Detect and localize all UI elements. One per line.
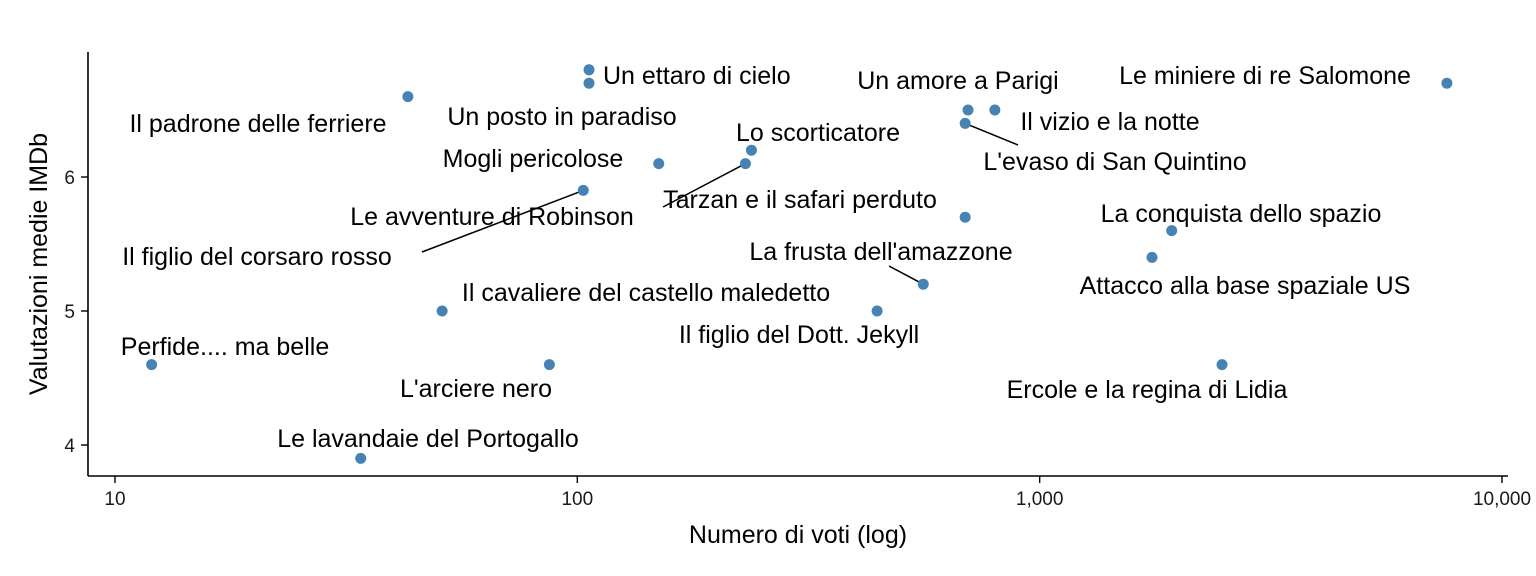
data-point (577, 184, 589, 196)
leader-line (662, 162, 746, 208)
data-point (146, 359, 158, 371)
point-label: Tarzan e il safari perduto (663, 186, 937, 214)
data-point (436, 305, 448, 317)
data-point (989, 104, 1001, 116)
leader-lines (421, 122, 1019, 285)
point-label: Il figlio del corsaro rosso (122, 243, 392, 271)
point-label: Un posto in paradiso (447, 103, 676, 131)
point-label: Il vizio e la notte (1020, 108, 1199, 136)
point-label: Lo scorticatore (736, 119, 900, 147)
data-point (543, 359, 555, 371)
data-point (745, 144, 757, 156)
y-tick-label: 6 (64, 168, 75, 189)
point-label: Le miniere di re Salomone (1119, 62, 1411, 90)
data-point (583, 64, 595, 76)
data-point (739, 158, 751, 170)
leader-line (421, 189, 584, 253)
y-ticks: 4 5 6 (64, 168, 88, 457)
leader-line (964, 122, 1019, 146)
x-tick-label: 10,000 (1473, 489, 1531, 510)
axes (87, 52, 1508, 477)
x-tick-label: 1,000 (1016, 489, 1064, 510)
point-label: Mogli pericolose (443, 145, 624, 173)
x-tick-label: 10 (104, 489, 125, 510)
x-ticks: 10 100 1,000 10,000 (104, 476, 1531, 510)
x-axis-title: Numero di voti (log) (689, 521, 907, 549)
point-label: Le lavandaie del Portogallo (277, 425, 579, 453)
data-point (653, 158, 665, 170)
point-label: Il cavaliere del castello maledetto (462, 279, 830, 307)
x-tick-label: 100 (561, 489, 593, 510)
data-point (959, 211, 971, 223)
point-labels: Un ettaro di cielo Un posto in paradiso Le… (121, 62, 1411, 453)
data-point (871, 305, 883, 317)
y-tick-label: 5 (64, 302, 75, 323)
data-point (1166, 225, 1178, 237)
point-label: Perfide.... ma belle (121, 333, 329, 361)
point-label: Ercole e la regina di Lidia (1007, 376, 1288, 404)
data-points (146, 64, 1453, 464)
data-point (583, 77, 595, 89)
data-point (962, 104, 974, 116)
data-point (355, 452, 367, 464)
point-label: Il padrone delle ferriere (129, 110, 386, 138)
y-tick-label: 4 (64, 436, 75, 457)
y-axis-title: Valutazioni medie IMDb (25, 133, 53, 395)
point-label: La frusta dell'amazzone (749, 238, 1012, 266)
data-point (1216, 359, 1228, 371)
data-point (917, 278, 929, 290)
data-point (1441, 77, 1453, 89)
point-label: Un ettaro di cielo (603, 62, 791, 90)
data-point (402, 91, 414, 103)
point-label: L'evaso di San Quintino (983, 148, 1246, 176)
point-label: La conquista dello spazio (1101, 200, 1382, 228)
data-point (1146, 251, 1158, 263)
point-label: Attacco alla base spaziale US (1080, 272, 1411, 300)
point-label: Un amore a Parigi (857, 67, 1058, 95)
point-label: L'arciere nero (400, 375, 552, 403)
data-point (959, 117, 971, 129)
point-label: Il figlio del Dott. Jekyll (679, 321, 919, 349)
point-label: Le avventure di Robinson (350, 203, 634, 231)
leader-line (888, 265, 924, 285)
